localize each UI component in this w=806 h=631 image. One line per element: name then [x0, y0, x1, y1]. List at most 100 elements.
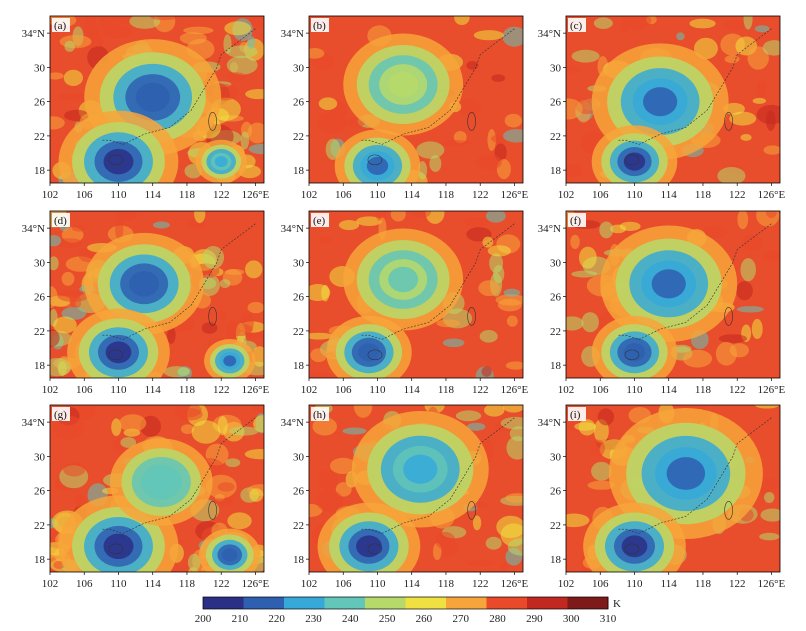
panel-label: (e): [313, 215, 326, 227]
cloud-patch: [736, 281, 753, 301]
colorbar-tick-label: 250: [379, 613, 396, 625]
panel-e: (e) 102 106 110 114 118 122 126°E 34°N 30 26 22 18: [281, 210, 529, 396]
y-tick-label: 34°N: [281, 223, 304, 235]
cloud-patch: [226, 323, 253, 337]
cloud-patch: [741, 234, 763, 251]
x-tick-label: 122: [729, 189, 746, 201]
cloud-patch: [342, 427, 367, 435]
cloud-patch: [429, 155, 442, 172]
cloud-patch: [476, 154, 502, 171]
x-tick-label: 106: [76, 189, 93, 201]
panel-label: (g): [54, 409, 67, 421]
colorbar-segment: [527, 597, 568, 609]
cloud-patch: [316, 113, 348, 133]
cloud-patch: [763, 145, 780, 155]
y-tick-label: 22: [550, 326, 561, 338]
x-tick-label: 114: [145, 578, 162, 590]
y-tick-label: 18: [293, 165, 305, 177]
panel-frame: [308, 210, 524, 379]
cloud-patch: [485, 211, 506, 223]
colorbar-segment: [486, 597, 528, 609]
x-tick-label: 102: [42, 189, 59, 201]
x-tick-label: 102: [558, 189, 575, 201]
cloud-patch: [566, 163, 583, 178]
y-tick-label: 34°N: [538, 223, 561, 235]
cloud-patch: [248, 143, 264, 155]
x-tick-label: 106: [335, 384, 352, 396]
y-tick-label: 18: [34, 554, 46, 566]
cloud-patch: [763, 491, 775, 504]
colorbar-tick-label: 260: [416, 613, 433, 625]
cloud-patch: [502, 405, 523, 413]
cloud-patch: [53, 316, 77, 334]
colorbar-unit: K: [613, 598, 621, 610]
cloud-patch: [310, 348, 328, 363]
panel-i: (i) 102 106 110 114 118 122 126°E 34°N 30 26 22 18: [538, 404, 786, 590]
cloud-patch: [356, 216, 383, 226]
cloud-patch: [751, 318, 763, 340]
cloud-patch: [50, 329, 60, 347]
cloud-patch: [152, 221, 170, 229]
cloud-patch: [581, 312, 599, 333]
cloud-patch: [466, 559, 496, 567]
panel-b: (b) 102 106 110 114 118 122 126°E 34°N 30 26 22 18: [281, 15, 529, 201]
cloud-patch: [759, 532, 780, 541]
cloud-patch: [187, 553, 201, 572]
x-tick-label: 118: [438, 189, 455, 201]
y-tick-label: 26: [550, 292, 562, 304]
x-tick-label: 114: [661, 189, 678, 201]
cloud-patch: [390, 211, 406, 222]
cloud-patch: [504, 113, 523, 128]
cloud-patch: [115, 211, 137, 222]
cloud-patch: [118, 414, 147, 432]
cloud-patch: [591, 461, 612, 481]
cloud-patch: [244, 449, 264, 460]
cloud-patch: [718, 334, 747, 344]
cloud-patch: [693, 37, 718, 60]
colorbar-segment: [243, 597, 285, 609]
x-tick-label: 114: [404, 384, 421, 396]
cloud-patch: [63, 462, 86, 477]
cloud-patch: [715, 341, 737, 366]
cloud-patch: [676, 32, 685, 41]
cloud-patch: [202, 245, 225, 270]
cloud-patch: [496, 515, 523, 539]
cloud-patch: [309, 372, 333, 378]
cloud-patch: [353, 405, 373, 418]
cloud-patch: [416, 141, 445, 159]
cloud-patch: [752, 97, 767, 104]
y-tick-label: 26: [293, 486, 305, 498]
panel-label-box: [568, 18, 586, 32]
cloud-patch: [578, 246, 597, 269]
colorbar-tick-label: 220: [268, 613, 285, 625]
colorbar-segment: [365, 597, 406, 609]
cold-cloud-region: [103, 533, 134, 560]
cloud-patch: [756, 81, 767, 97]
colorbar-tick-label: 270: [452, 613, 469, 625]
cloud-patch: [724, 55, 740, 64]
cloud-patch: [736, 306, 764, 313]
cloud-patch: [338, 220, 360, 231]
cloud-patch: [566, 98, 583, 120]
panel-label: (h): [313, 409, 326, 421]
hainan-outline: [624, 543, 640, 555]
y-tick-label: 30: [293, 62, 305, 74]
cloud-patch: [180, 424, 195, 435]
panel-frame: [565, 210, 781, 379]
cloud-patch: [466, 422, 486, 431]
y-tick-label: 34°N: [22, 28, 45, 40]
cloud-patch: [201, 322, 218, 334]
cloud-patch: [217, 482, 235, 492]
panel-label-box: [52, 18, 70, 32]
y-tick-label: 22: [34, 131, 45, 143]
cloud-patch: [566, 316, 584, 331]
panel-label: (d): [54, 215, 67, 227]
cloud-patch: [57, 93, 88, 101]
x-tick-label: 118: [438, 384, 455, 396]
coastline: [617, 223, 772, 340]
y-tick-label: 22: [293, 326, 304, 338]
cloud-patch: [309, 48, 325, 59]
colorbar-tick-label: 310: [600, 613, 617, 625]
colorbar-segment: [284, 597, 325, 609]
